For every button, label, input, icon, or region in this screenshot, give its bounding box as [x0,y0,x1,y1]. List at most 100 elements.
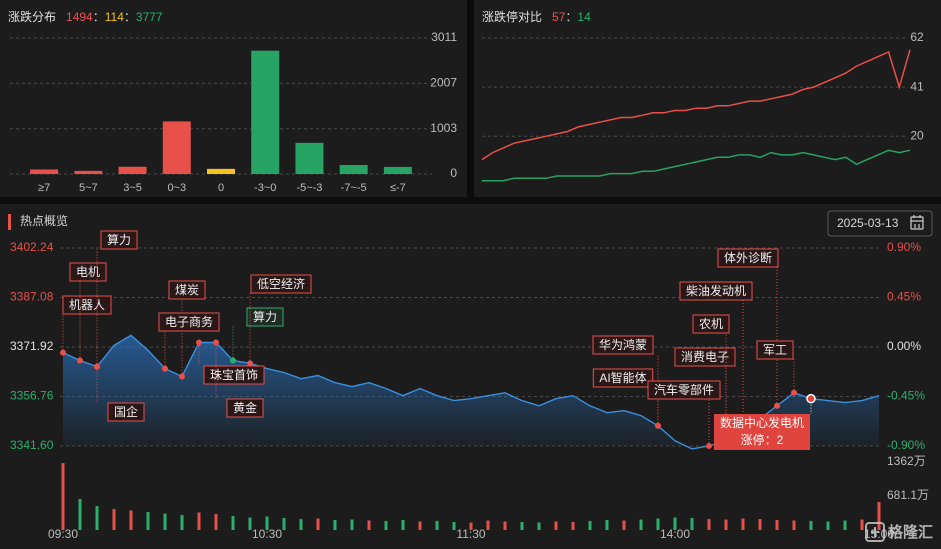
bar [74,170,103,174]
tag-text: 汽车零部件 [654,382,714,397]
tag-text: 算力 [253,309,277,324]
x-tick-label: 0 [218,182,224,194]
separator: ： [565,10,577,24]
volume-bar [503,521,507,530]
date-box[interactable] [827,210,933,237]
tag-box [168,280,206,300]
tag-text: AI智能体 [599,370,646,385]
volume-bar [333,520,337,530]
bar [30,169,59,174]
tag-text: 低空经济 [257,276,305,291]
volume-bar [248,517,252,530]
event-dot [60,349,66,356]
volume-bar [78,499,82,530]
count: 57 [552,10,566,24]
bar [383,166,412,174]
count: 1494 [66,10,93,24]
y2-tick-label: 0.90% [887,240,921,254]
tag-text: 电子商务 [165,314,213,329]
tag-box [674,347,736,367]
volume-bar [877,502,881,530]
volume-bar [826,521,830,530]
tag-text: 体外诊断 [724,250,772,265]
tag-text: 珠宝首饰 [210,368,258,382]
tag-text: 军工 [763,343,787,357]
volume-bar [350,519,354,530]
volume-bar [775,520,779,530]
tag-box [107,402,145,422]
x-tick-label: 09:30 [48,527,78,541]
y-tick-label: 3356.76 [10,389,54,403]
bar [118,166,147,174]
line [481,49,911,161]
x-tick-label: 15:00 [864,527,894,541]
x-tick-label: -3~0 [254,182,276,194]
volume-bar [741,518,745,530]
y-tick-label: 3402.24 [10,240,54,254]
tag-text: 柴油发动机 [686,283,746,298]
title-accent [8,214,11,230]
event-dot [806,393,816,404]
volume-bar [299,519,303,530]
tag-box [717,248,779,268]
y-tick-label: 41 [910,79,924,93]
y-tick-label: 3371.92 [10,339,54,353]
volume-bar [707,519,711,530]
y2-tick-label: 0.00% [887,339,921,353]
volume-bar [605,520,609,530]
volume-tick-label: 681.1万 [887,488,929,502]
tag-box [62,295,112,315]
y-tick-label: 3011 [431,30,457,44]
tag-box [226,398,264,418]
volume-bar [180,515,184,530]
volume-bar [724,519,728,530]
volume-bar [554,521,558,530]
x-tick-label: ≥7 [38,182,50,194]
y2-tick-label: 0.45% [887,290,921,304]
volume-bar [792,520,796,530]
event-dot [774,402,780,409]
bar [207,168,235,174]
volume-bar [163,513,167,530]
tag-box [592,335,654,355]
volume-bar [384,521,388,530]
tag-text: 华为鸿蒙 [599,338,647,352]
title: 涨跌分布 [8,9,56,24]
volume-bar [571,522,575,530]
date-picker[interactable]: 2025-03-13 [827,210,933,237]
tag-box [246,307,284,327]
bar [295,142,324,174]
volume-bar [231,516,235,530]
separator: ： [93,10,105,24]
volume-bar [112,509,116,530]
tag-box [100,230,138,250]
y-tick-label: 2007 [430,76,457,90]
volume-bar [809,521,813,530]
volume-bar [401,520,405,530]
y-tick-label: 0 [450,166,457,180]
date-text[interactable]: 2025-03-13 [837,216,899,230]
tag-box [692,314,730,334]
count: 3777 [136,10,163,24]
count: 14 [577,10,591,24]
tag-text: 机器人 [69,298,105,312]
volume-bar [435,521,439,530]
y-tick-label: 20 [910,128,924,142]
event-dot [179,373,185,380]
x-tick-label: 10:30 [252,527,282,541]
volume-bar [673,517,677,530]
tag-text: 算力 [107,232,131,247]
x-tick-label: 11:30 [456,527,485,541]
event-dot [94,363,100,370]
event-dot [213,339,219,346]
volume-tick-label: 1362万 [887,454,926,468]
volume-bar [197,512,201,530]
line [482,149,911,182]
price-area [63,335,879,449]
x-tick-label: 0~3 [167,182,186,194]
panel-title: 涨跌分布 1494：114：3777 [8,9,163,24]
calendar-icon[interactable] [910,215,924,230]
event-dot [196,339,202,346]
tag-box [203,365,265,385]
